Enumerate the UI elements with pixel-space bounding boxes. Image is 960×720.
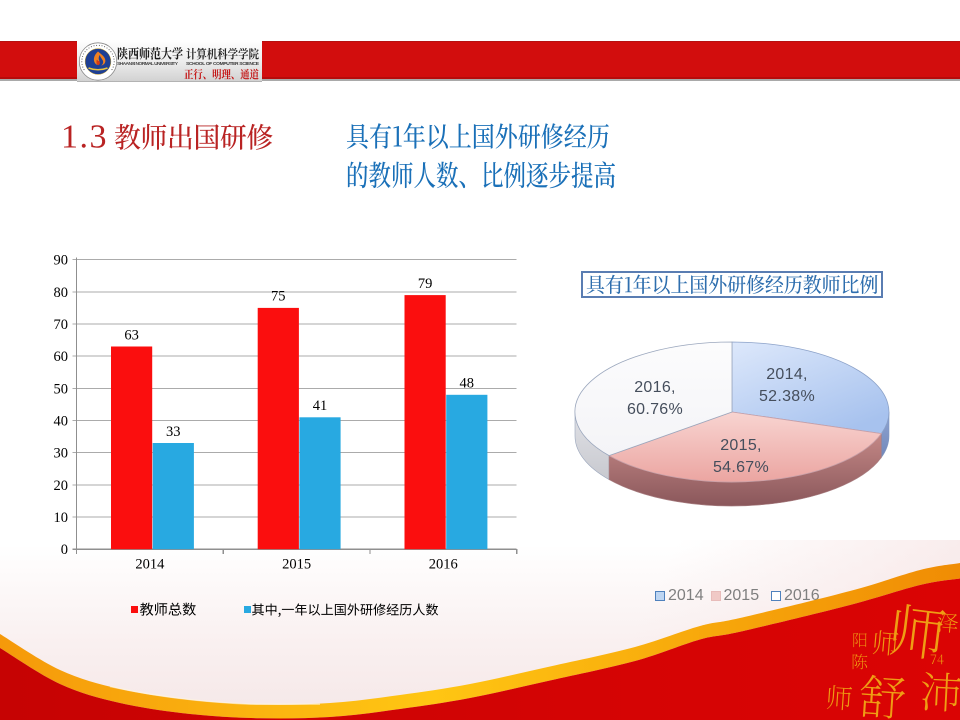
svg-text:50: 50 xyxy=(54,381,69,397)
svg-text:33: 33 xyxy=(166,424,181,440)
svg-text:30: 30 xyxy=(54,446,69,462)
svg-text:2015: 2015 xyxy=(282,557,311,573)
svg-text:40: 40 xyxy=(54,414,69,430)
svg-text:60: 60 xyxy=(54,349,69,365)
svg-text:1.3: 1.3 xyxy=(61,119,108,156)
svg-text:90: 90 xyxy=(54,253,69,269)
svg-text:2016: 2016 xyxy=(429,557,458,573)
svg-text:SHAANXI NORMAL UNIVERSITY: SHAANXI NORMAL UNIVERSITY xyxy=(117,61,179,67)
svg-text:48: 48 xyxy=(460,376,475,392)
svg-text:75: 75 xyxy=(271,289,286,305)
svg-text:0: 0 xyxy=(61,542,68,558)
svg-text:SCHOOL OF COMPUTER SCIENCE: SCHOOL OF COMPUTER SCIENCE xyxy=(186,61,260,67)
svg-text:41: 41 xyxy=(313,398,328,414)
svg-text:2014: 2014 xyxy=(135,557,165,573)
svg-text:70: 70 xyxy=(54,317,69,333)
svg-text:80: 80 xyxy=(54,285,69,301)
svg-text:63: 63 xyxy=(124,327,139,343)
svg-text:20: 20 xyxy=(54,478,69,494)
svg-text:10: 10 xyxy=(54,510,69,526)
svg-text:79: 79 xyxy=(418,276,433,292)
